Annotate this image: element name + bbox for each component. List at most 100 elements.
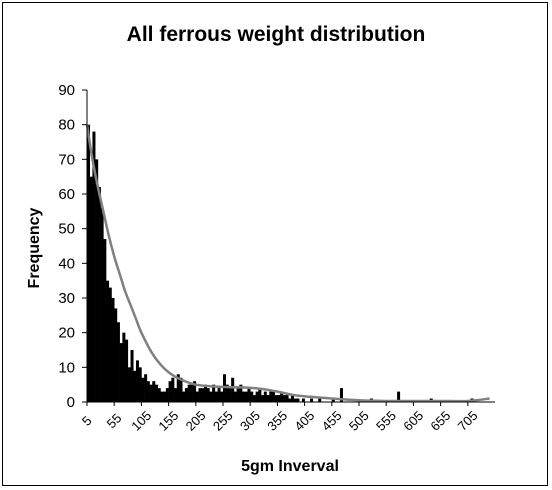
y-tick-label: 0: [67, 394, 75, 411]
bar: [157, 388, 161, 402]
bar: [87, 124, 91, 403]
x-tick-label: 455: [319, 408, 345, 434]
bar: [190, 384, 194, 402]
x-tick-label: 5: [79, 413, 95, 429]
bar: [114, 308, 118, 402]
y-tick-label: 70: [58, 151, 75, 168]
chart-frame: All ferrous weight distribution 0 10 20 30 4…: [2, 2, 548, 486]
bar: [296, 398, 300, 402]
bar: [168, 381, 172, 402]
bar: [182, 391, 186, 402]
bar: [250, 391, 254, 402]
bar: [258, 388, 262, 402]
bar: [122, 332, 126, 402]
x-axis-ticks: 5 55 105 155 205 255 305 355 405 455 505 555 605 655 7…: [79, 402, 481, 434]
bar: [116, 322, 120, 402]
bar: [310, 398, 314, 402]
x-tick-label: 255: [210, 408, 236, 434]
bar: [214, 391, 218, 402]
bar: [285, 395, 289, 402]
bar: [244, 391, 248, 402]
x-tick-label: 655: [427, 408, 453, 434]
x-tick-label: 355: [264, 408, 290, 434]
bar: [209, 391, 213, 402]
bar: [255, 391, 259, 402]
chart-title: All ferrous weight distribution: [126, 23, 426, 46]
bar: [220, 391, 224, 402]
y-axis-ticks: 0 10 20 30 40 50 60 70 80 90: [58, 82, 87, 411]
x-axis-title: 5gm Inverval: [241, 458, 339, 475]
bar: [174, 388, 178, 402]
bar: [100, 207, 104, 402]
bar: [155, 384, 159, 402]
x-tick-label: 605: [400, 408, 426, 434]
bar: [228, 388, 232, 402]
bar: [97, 187, 101, 402]
y-tick-label: 30: [58, 290, 75, 307]
bar: [280, 391, 284, 402]
bar: [176, 374, 180, 402]
bar: [206, 388, 210, 402]
bar: [331, 398, 335, 402]
y-tick-label: 10: [58, 359, 75, 376]
bar: [198, 388, 202, 402]
bar: [271, 391, 275, 402]
bar: [293, 398, 297, 402]
bar: [277, 395, 281, 402]
bar: [301, 398, 305, 402]
bar: [111, 298, 115, 402]
bar: [201, 388, 205, 402]
bar: [179, 377, 183, 402]
bar: [119, 343, 123, 402]
bar: [171, 377, 175, 402]
bar: [141, 377, 145, 402]
bar: [160, 391, 164, 402]
bar: [236, 388, 240, 402]
y-tick-label: 80: [58, 117, 75, 134]
bar: [163, 391, 167, 402]
bar: [184, 388, 188, 402]
bar: [193, 381, 197, 402]
bar: [138, 367, 142, 402]
bar: [152, 381, 156, 402]
bar: [187, 384, 191, 402]
bar: [269, 391, 273, 402]
bar: [92, 131, 96, 402]
bar: [203, 384, 207, 402]
bar: [144, 374, 148, 402]
bar: [149, 384, 153, 402]
bar: [261, 395, 265, 402]
bar: [233, 391, 237, 402]
bar: [165, 388, 169, 402]
bar: [212, 384, 216, 402]
y-tick-label: 40: [58, 255, 75, 272]
bar: [125, 339, 129, 402]
trend-line: [85, 124, 490, 403]
x-tick-label: 205: [183, 408, 209, 434]
bar: [130, 350, 134, 402]
bar: [288, 398, 292, 402]
bar: [318, 398, 322, 402]
x-tick-label: 405: [291, 408, 317, 434]
x-tick-label: 505: [346, 408, 372, 434]
bar: [95, 159, 99, 402]
bar: [252, 395, 256, 402]
bar: [339, 388, 343, 402]
bar-series: [87, 124, 474, 403]
x-tick-label: 555: [373, 408, 399, 434]
y-tick-label: 20: [58, 325, 75, 342]
y-tick-label: 60: [58, 186, 75, 203]
bar: [247, 388, 251, 402]
y-tick-label: 90: [58, 82, 75, 99]
bar: [239, 384, 243, 402]
bar: [133, 370, 137, 402]
y-axis-title: Frequency: [26, 207, 43, 288]
bar: [397, 391, 401, 402]
bar: [274, 395, 278, 402]
x-tick-label: 155: [155, 408, 181, 434]
x-tick-label: 55: [104, 410, 125, 431]
bar: [263, 391, 267, 402]
bar: [127, 367, 131, 402]
bar: [108, 287, 112, 402]
